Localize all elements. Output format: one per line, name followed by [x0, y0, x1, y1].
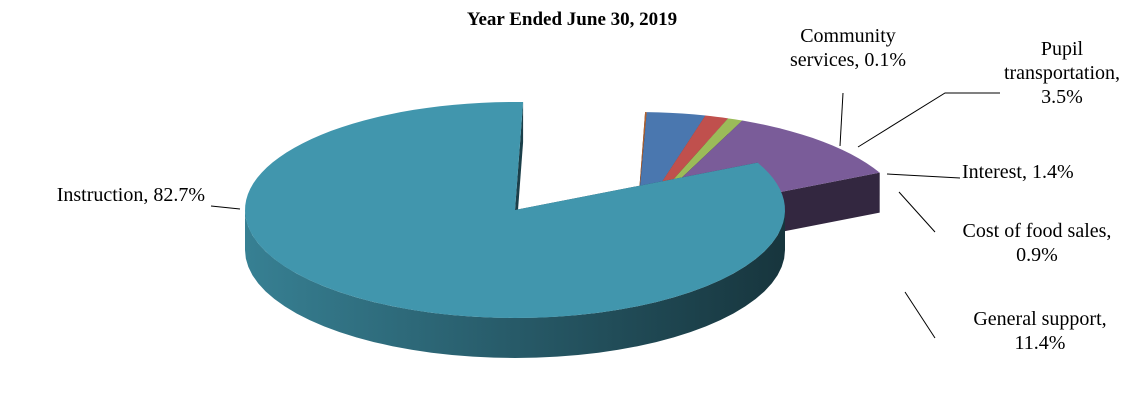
label-pupil-transportation: Pupil transportation, 3.5%: [1004, 38, 1120, 108]
label-line: 3.5%: [1041, 86, 1083, 108]
leader-line-pupil-transportation: [857, 92, 1000, 148]
leader-line-instruction: [210, 205, 241, 210]
label-instruction: Instruction, 82.7%: [57, 184, 205, 206]
label-general-support: General support, 11.4%: [973, 308, 1106, 354]
leader-line-interest: [886, 173, 961, 179]
leader-line-community-services: [839, 92, 844, 147]
leader-lines: [210, 92, 1000, 339]
label-line: 0.9%: [1016, 244, 1058, 266]
slice-labels: Instruction, 82.7% Community services, 0.1…: [57, 25, 1120, 354]
label-line: transportation,: [1004, 62, 1120, 84]
leader-line-cost-of-food-sales: [898, 191, 936, 233]
label-line: services, 0.1%: [790, 49, 906, 71]
label-community-services: Community services, 0.1%: [790, 25, 906, 71]
slice-top: [245, 102, 785, 318]
label-line: 11.4%: [1015, 332, 1066, 354]
pie-slices: [245, 102, 880, 358]
chart-title: Year Ended June 30, 2019: [467, 9, 677, 30]
label-line: Instruction, 82.7%: [57, 184, 205, 206]
label-line: Pupil: [1041, 38, 1084, 60]
label-cost-of-food-sales: Cost of food sales, 0.9%: [963, 220, 1112, 266]
label-line: General support,: [973, 308, 1106, 330]
label-line: Cost of food sales,: [963, 220, 1112, 242]
label-line: Interest, 1.4%: [962, 161, 1074, 183]
label-line: Community: [800, 25, 896, 47]
slice-instruction: [245, 102, 785, 358]
leader-line-general-support: [904, 291, 936, 339]
slice-side: [245, 210, 785, 358]
label-interest: Interest, 1.4%: [962, 161, 1074, 183]
